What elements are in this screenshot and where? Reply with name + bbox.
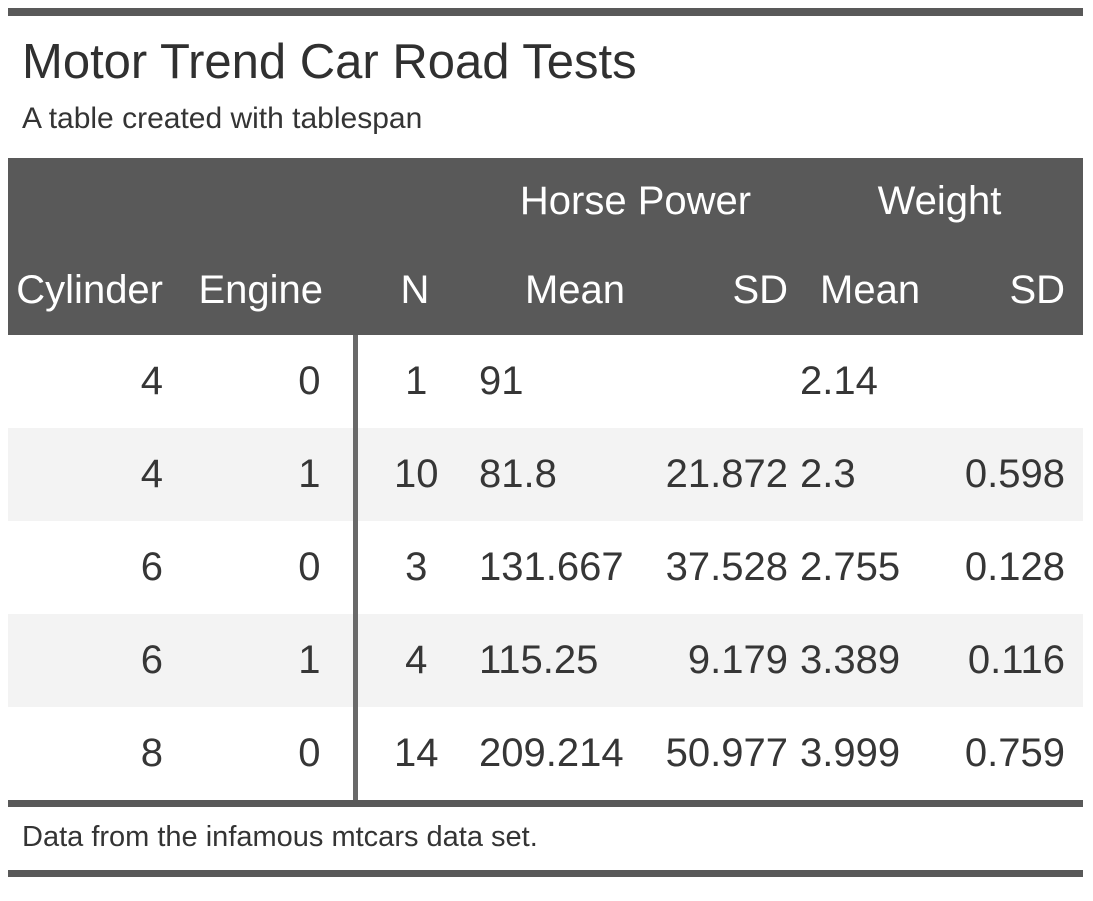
mtcars-summary-table: Horse Power Weight Cylinder Engine N Mea… bbox=[8, 157, 1084, 807]
cell-wt-mean: 3.389 bbox=[796, 613, 941, 707]
cell-n: 14 bbox=[352, 706, 475, 804]
table-row: 6 0 3 131.667 37.528 2.755 0.128 bbox=[8, 520, 1084, 614]
cell-cylinder: 6 bbox=[8, 613, 183, 707]
cell-n: 10 bbox=[352, 427, 475, 521]
column-header-n: N bbox=[355, 245, 475, 335]
cell-hp-sd: 21.872 bbox=[650, 427, 797, 521]
cell-engine: 0 bbox=[183, 520, 355, 614]
cell-cylinder: 6 bbox=[8, 520, 183, 614]
cell-engine: 0 bbox=[183, 334, 355, 428]
table-row: 4 1 10 81.8 21.872 2.3 0.598 bbox=[8, 427, 1084, 521]
table-sheet: Motor Trend Car Road Tests A table creat… bbox=[0, 8, 1093, 877]
cell-cylinder: 8 bbox=[8, 706, 183, 804]
cell-n: 3 bbox=[352, 520, 475, 614]
spanner-row: Horse Power Weight bbox=[8, 157, 1084, 246]
spanner-spacer bbox=[355, 157, 475, 246]
column-header-row: Cylinder Engine N Mean SD Mean SD bbox=[8, 245, 1084, 335]
column-header-wt-mean: Mean bbox=[796, 245, 941, 335]
cell-wt-sd: 0.116 bbox=[940, 613, 1084, 707]
page-subtitle: A table created with tablespan bbox=[22, 102, 423, 136]
table-row: 6 1 4 115.25 9.179 3.389 0.116 bbox=[8, 613, 1084, 707]
column-header-wt-sd: SD bbox=[940, 245, 1084, 335]
cell-wt-sd: 0.598 bbox=[940, 427, 1084, 521]
cell-wt-sd: 0.128 bbox=[940, 520, 1084, 614]
cell-hp-mean: 131.667 bbox=[475, 520, 650, 614]
table-footnote: Data from the infamous mtcars data set. bbox=[22, 820, 538, 853]
spanner-spacer bbox=[183, 157, 355, 246]
column-header-hp-sd: SD bbox=[650, 245, 797, 335]
column-header-cylinder: Cylinder bbox=[8, 245, 183, 335]
table-row: 8 0 14 209.214 50.977 3.999 0.759 bbox=[8, 706, 1084, 804]
cell-hp-sd: 50.977 bbox=[650, 706, 797, 804]
cell-engine: 0 bbox=[183, 706, 355, 804]
top-rule bbox=[8, 8, 1083, 16]
cell-cylinder: 4 bbox=[8, 427, 183, 521]
bottom-rule bbox=[8, 869, 1083, 877]
cell-wt-mean: 2.3 bbox=[796, 427, 941, 521]
cell-wt-mean: 2.14 bbox=[796, 334, 941, 428]
cell-hp-mean: 81.8 bbox=[475, 427, 650, 521]
cell-hp-sd: 9.179 bbox=[650, 613, 797, 707]
cell-hp-mean: 91 bbox=[475, 334, 650, 428]
cell-cylinder: 4 bbox=[8, 334, 183, 428]
page-title: Motor Trend Car Road Tests bbox=[22, 35, 637, 89]
cell-hp-mean: 209.214 bbox=[475, 706, 650, 804]
cell-wt-mean: 3.999 bbox=[796, 706, 941, 804]
cell-hp-sd: 37.528 bbox=[650, 520, 797, 614]
cell-wt-mean: 2.755 bbox=[796, 520, 941, 614]
column-header-engine: Engine bbox=[183, 245, 355, 335]
cell-wt-sd bbox=[940, 334, 1084, 428]
cell-hp-mean: 115.25 bbox=[475, 613, 650, 707]
spanner-horse-power: Horse Power bbox=[475, 157, 797, 246]
table-row: 4 0 1 91 2.14 bbox=[8, 334, 1084, 428]
cell-engine: 1 bbox=[183, 427, 355, 521]
cell-n: 1 bbox=[352, 334, 475, 428]
cell-wt-sd: 0.759 bbox=[940, 706, 1084, 804]
cell-n: 4 bbox=[352, 613, 475, 707]
cell-engine: 1 bbox=[183, 613, 355, 707]
table-body: 4 0 1 91 2.14 4 1 10 81.8 21.872 2.3 0.5… bbox=[8, 334, 1084, 804]
spanner-weight: Weight bbox=[796, 157, 1084, 246]
table-header: Horse Power Weight Cylinder Engine N Mea… bbox=[8, 157, 1084, 335]
spanner-spacer bbox=[8, 157, 183, 246]
cell-hp-sd bbox=[650, 334, 797, 428]
column-header-hp-mean: Mean bbox=[475, 245, 650, 335]
